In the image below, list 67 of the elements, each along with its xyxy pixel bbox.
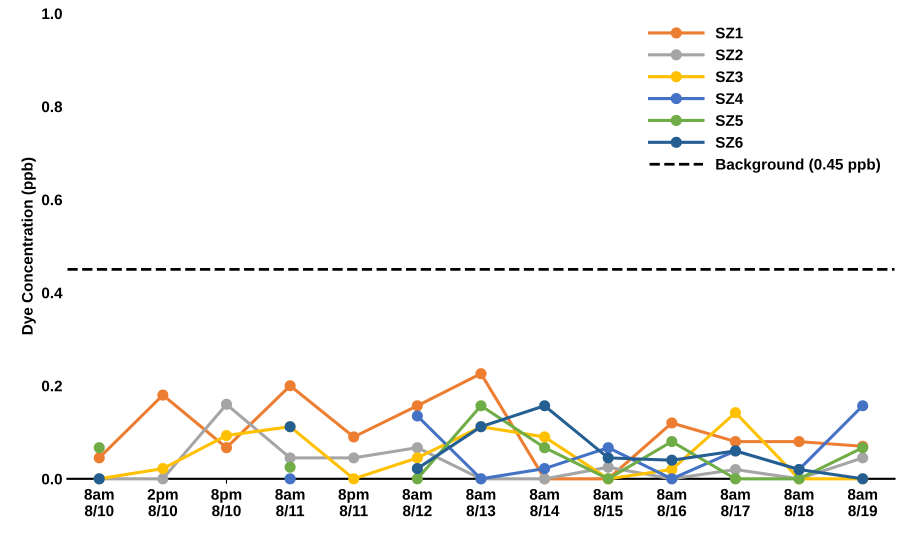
point bbox=[730, 473, 742, 484]
legend-label: Background (0.45 ppb) bbox=[716, 158, 880, 173]
legend-label: SZ2 bbox=[716, 49, 743, 60]
x-tick-label: 8am 8/17 bbox=[720, 488, 750, 516]
x-tick-label: 8am 8/15 bbox=[593, 488, 623, 516]
legend-label: SZ4 bbox=[716, 93, 744, 104]
point bbox=[857, 452, 868, 464]
point bbox=[220, 442, 232, 454]
point bbox=[157, 463, 168, 474]
y-tick-label: 1.0 bbox=[42, 8, 62, 20]
point bbox=[666, 417, 678, 429]
point bbox=[475, 368, 487, 380]
point bbox=[602, 452, 614, 464]
legend-label: SZ6 bbox=[716, 137, 743, 148]
x-tick-label: 8am 8/18 bbox=[784, 488, 814, 516]
point bbox=[857, 400, 868, 412]
y-axis-title: Dye Concentration (ppb) bbox=[22, 158, 36, 334]
point bbox=[284, 380, 296, 392]
x-tick-label: 8pm 8/10 bbox=[211, 488, 242, 516]
legend-label: SZ3 bbox=[716, 71, 743, 82]
point bbox=[157, 389, 168, 401]
point bbox=[412, 463, 423, 474]
y-tick-label: 0.8 bbox=[42, 101, 62, 112]
point bbox=[794, 436, 805, 448]
point bbox=[348, 452, 360, 464]
point bbox=[284, 452, 296, 464]
point bbox=[220, 430, 232, 442]
legend-label: SZ5 bbox=[716, 115, 743, 126]
point bbox=[284, 473, 296, 484]
y-tick-label: 0.4 bbox=[42, 288, 62, 298]
x-tick-label: 8pm 8/11 bbox=[338, 488, 368, 516]
point bbox=[539, 431, 550, 442]
y-tick-label: 0.6 bbox=[42, 194, 62, 206]
point bbox=[730, 436, 742, 448]
x-tick-label: 8am 8/12 bbox=[402, 488, 432, 516]
x-tick-label: 2pm 8/10 bbox=[148, 488, 178, 516]
point bbox=[284, 462, 296, 473]
x-tick-label: 8am 8/13 bbox=[466, 488, 496, 516]
point bbox=[539, 463, 550, 474]
y-tick-label: 0.0 bbox=[42, 474, 62, 485]
point bbox=[730, 407, 742, 418]
legend-label: SZ1 bbox=[716, 28, 743, 38]
x-tick-label: 8am 8/16 bbox=[657, 488, 686, 516]
point bbox=[475, 400, 487, 412]
point bbox=[412, 400, 423, 412]
point bbox=[412, 442, 423, 454]
point bbox=[94, 452, 105, 464]
point bbox=[539, 400, 550, 412]
point bbox=[412, 452, 423, 464]
point bbox=[220, 398, 232, 410]
x-tick-label: 8am 8/11 bbox=[275, 488, 304, 516]
x-tick-label: 8am 8/14 bbox=[530, 488, 560, 516]
point bbox=[412, 410, 423, 422]
x-tick-label: 8am 8/19 bbox=[848, 488, 878, 516]
point bbox=[157, 473, 168, 484]
point bbox=[539, 442, 550, 454]
point bbox=[412, 473, 423, 484]
point bbox=[730, 464, 742, 476]
point bbox=[94, 442, 105, 454]
x-tick-label: 8am 8/10 bbox=[84, 488, 114, 516]
y-tick-label: 0.2 bbox=[42, 380, 62, 392]
point bbox=[666, 436, 678, 448]
point bbox=[348, 431, 360, 442]
point bbox=[602, 462, 614, 473]
point bbox=[602, 442, 614, 454]
point bbox=[666, 454, 678, 466]
point bbox=[348, 473, 360, 484]
